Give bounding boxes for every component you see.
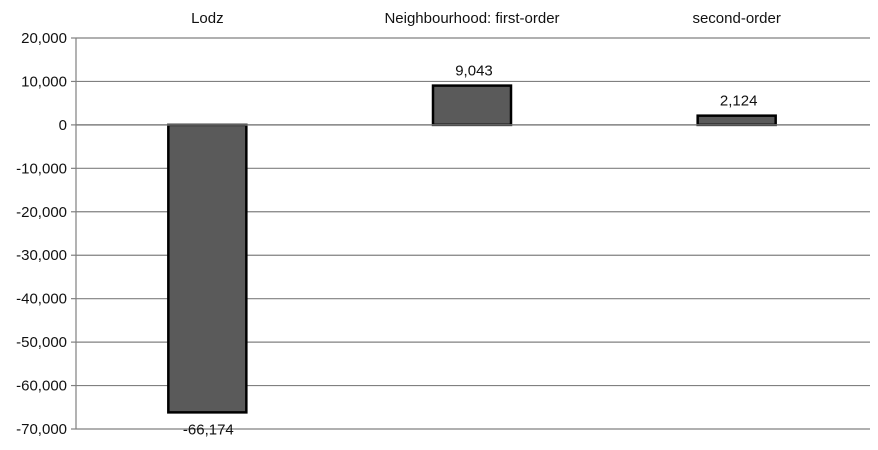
y-tick-label: -60,000 <box>16 378 67 395</box>
y-tick-label: -20,000 <box>16 204 67 221</box>
y-tick-label: -70,000 <box>16 421 67 438</box>
data-label: 9,043 <box>455 63 493 80</box>
y-axis <box>71 37 77 430</box>
bar <box>167 123 248 414</box>
y-tick-label: 10,000 <box>21 73 67 90</box>
bar <box>431 84 513 127</box>
y-tick-label: 0 <box>59 117 67 134</box>
bar <box>696 114 777 127</box>
y-tick-label: 20,000 <box>21 30 67 47</box>
category-label: Neighbourhood: first-order <box>384 10 559 27</box>
y-tick-label: -30,000 <box>16 247 67 264</box>
category-label: Lodz <box>191 10 224 27</box>
y-tick-labels: 20,000 10,000 0 -10,000 -20,000 -30,000 -40,00… <box>16 30 67 438</box>
data-labels: -66,174 9,043 2,124 <box>183 63 758 439</box>
data-label: 2,124 <box>720 93 758 110</box>
data-label: -66,174 <box>183 421 234 438</box>
y-tick-label: -40,000 <box>16 291 67 308</box>
bars <box>76 84 870 414</box>
category-labels: Lodz Neighbourhood: first-order second-ord… <box>191 10 781 27</box>
category-label: second-order <box>692 10 780 27</box>
y-tick-label: -50,000 <box>16 334 67 351</box>
y-tick-label: -10,000 <box>16 160 67 177</box>
